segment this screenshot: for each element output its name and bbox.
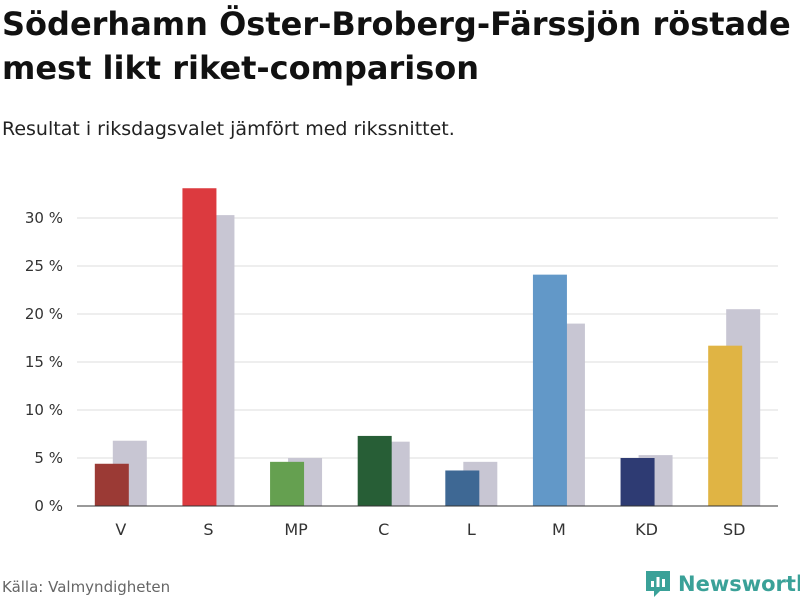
grid-lines <box>77 217 778 459</box>
y-tick-label: 15 % <box>25 353 63 371</box>
bars <box>94 188 761 507</box>
bar-area-mp <box>270 461 305 506</box>
x-tick-label: M <box>552 520 566 539</box>
y-tick-label: 10 % <box>25 401 63 419</box>
bar-area-v <box>94 463 129 506</box>
y-tick-label: 20 % <box>25 305 63 323</box>
y-tick-label: 5 % <box>34 449 63 467</box>
y-tick-label: 30 % <box>25 209 63 227</box>
x-tick-label: C <box>378 520 389 539</box>
bar-area-m <box>532 274 567 506</box>
source-note: Källa: Valmyndigheten <box>2 578 171 596</box>
x-tick-label: KD <box>635 520 658 539</box>
bar-area-c <box>357 435 392 506</box>
x-tick-label: SD <box>723 520 745 539</box>
brand-logo: Newsworthy <box>644 569 800 599</box>
bar-area-sd <box>708 345 743 506</box>
x-tick-label: V <box>115 520 126 539</box>
x-tick-label: L <box>467 520 476 539</box>
y-tick-label: 0 % <box>34 497 63 515</box>
chart-subtitle: Resultat i riksdagsvalet jämfört med rik… <box>2 118 455 140</box>
bar-area-kd <box>620 458 655 506</box>
x-tick-label: MP <box>284 520 308 539</box>
newsworthy-logo-icon <box>646 571 670 597</box>
x-tick-label: S <box>203 520 213 539</box>
bar-area-l <box>445 470 480 506</box>
axes: 0 % 5 % 10 % 15 % 20 % 25 % 30 % V S MP C L M KD SD <box>25 209 778 539</box>
brand-name: Newsworthy <box>678 572 800 596</box>
bar-area-s <box>182 188 217 507</box>
chart-title: Söderhamn Öster-Broberg-Färssjön röstade… <box>2 5 791 87</box>
y-tick-label: 25 % <box>25 257 63 275</box>
